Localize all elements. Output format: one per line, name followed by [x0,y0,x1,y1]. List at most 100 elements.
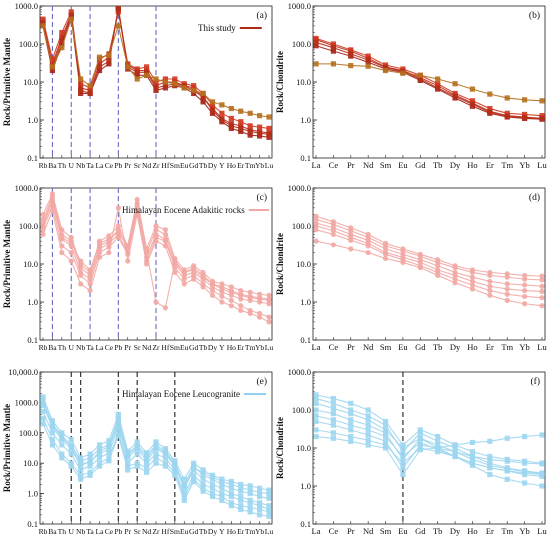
data-point [452,272,458,279]
data-point [209,287,216,294]
data-point [143,455,150,461]
data-point [40,23,46,29]
data-point [522,287,528,294]
data-point [191,276,197,282]
series-line [315,222,543,287]
data-point [469,456,476,463]
data-point [96,67,103,74]
y-tick-label: 1000.0 [288,367,311,377]
data-point [228,105,234,112]
series-line [315,37,543,117]
data-point [191,263,197,269]
data-point [247,295,253,301]
data-point [106,236,112,242]
data-point [162,243,169,249]
data-point [238,503,244,509]
data-point [487,465,493,471]
data-point [115,421,121,427]
data-point [181,493,187,500]
x-tick-label: Nd [142,161,151,170]
data-point [181,281,187,287]
data-point [200,472,206,478]
x-tick-label: Tb [199,161,208,170]
data-point [504,435,510,441]
x-tick-label: Tm [245,343,256,352]
x-tick-label: Sr [134,527,141,536]
data-point [115,223,121,229]
data-point [365,437,371,443]
x-tick-label: Tm [501,160,513,170]
data-point [504,456,510,463]
data-point [266,509,272,515]
series-line [315,409,543,475]
data-point [162,463,169,469]
x-tick-label: Sm [170,527,180,536]
x-tick-label: Er [237,343,245,352]
data-point [49,202,56,208]
x-tick-label: Pb [114,161,122,170]
x-tick-label: Ta [86,343,94,352]
data-point [365,63,371,69]
data-point [417,439,423,446]
data-point [134,208,140,214]
x-tick-label: Pr [347,526,355,536]
data-point [247,123,253,129]
data-point [181,491,187,497]
data-point [330,400,336,406]
data-point [238,125,244,132]
data-point [539,283,545,289]
data-point [219,481,225,488]
data-point [162,460,169,466]
data-point [313,427,319,433]
data-point [40,415,46,421]
data-point [400,453,406,460]
data-point [365,53,371,59]
x-tick-label: Tb [433,342,442,352]
data-point [266,125,272,132]
x-tick-label: Th [58,161,67,170]
data-point [162,455,169,461]
data-point [115,430,121,436]
data-point [96,249,103,256]
series-line [315,215,543,277]
data-point [382,64,389,71]
y-tick-label: 0.1 [300,519,311,529]
data-point [40,397,46,403]
data-point [191,472,197,478]
data-point [200,284,206,290]
data-point [87,267,93,273]
x-tick-label: Gd [189,527,198,536]
series-line [315,218,543,281]
x-tick-label: La [95,343,104,352]
data-point [382,438,389,444]
y-tick-label: 10.0 [23,458,38,468]
data-point [191,460,197,466]
y-tick-label: 100.0 [19,39,38,49]
data-point [238,119,244,125]
data-point [115,424,121,431]
data-point [96,451,103,457]
data-point [417,430,423,436]
data-point [209,107,216,113]
data-point [96,463,103,469]
data-point [228,503,234,509]
data-point [40,401,46,407]
data-point [256,296,263,302]
data-point [153,234,159,241]
series-group [313,213,545,309]
y-tick-label: 10.0 [296,77,311,87]
x-tick-label: Ho [227,161,236,170]
data-point [469,278,476,284]
data-point [153,85,159,91]
data-point [162,79,169,85]
data-point [49,67,56,74]
x-tick-label: La [95,161,104,170]
data-point [504,468,510,474]
data-point [487,278,493,284]
x-tick-label: Ce [105,161,114,170]
y-tick-label: 1.0 [300,115,311,125]
x-tick-label: Eu [398,160,408,170]
data-point [313,43,319,49]
x-tick-label: Ba [48,527,57,536]
data-point [247,504,253,511]
